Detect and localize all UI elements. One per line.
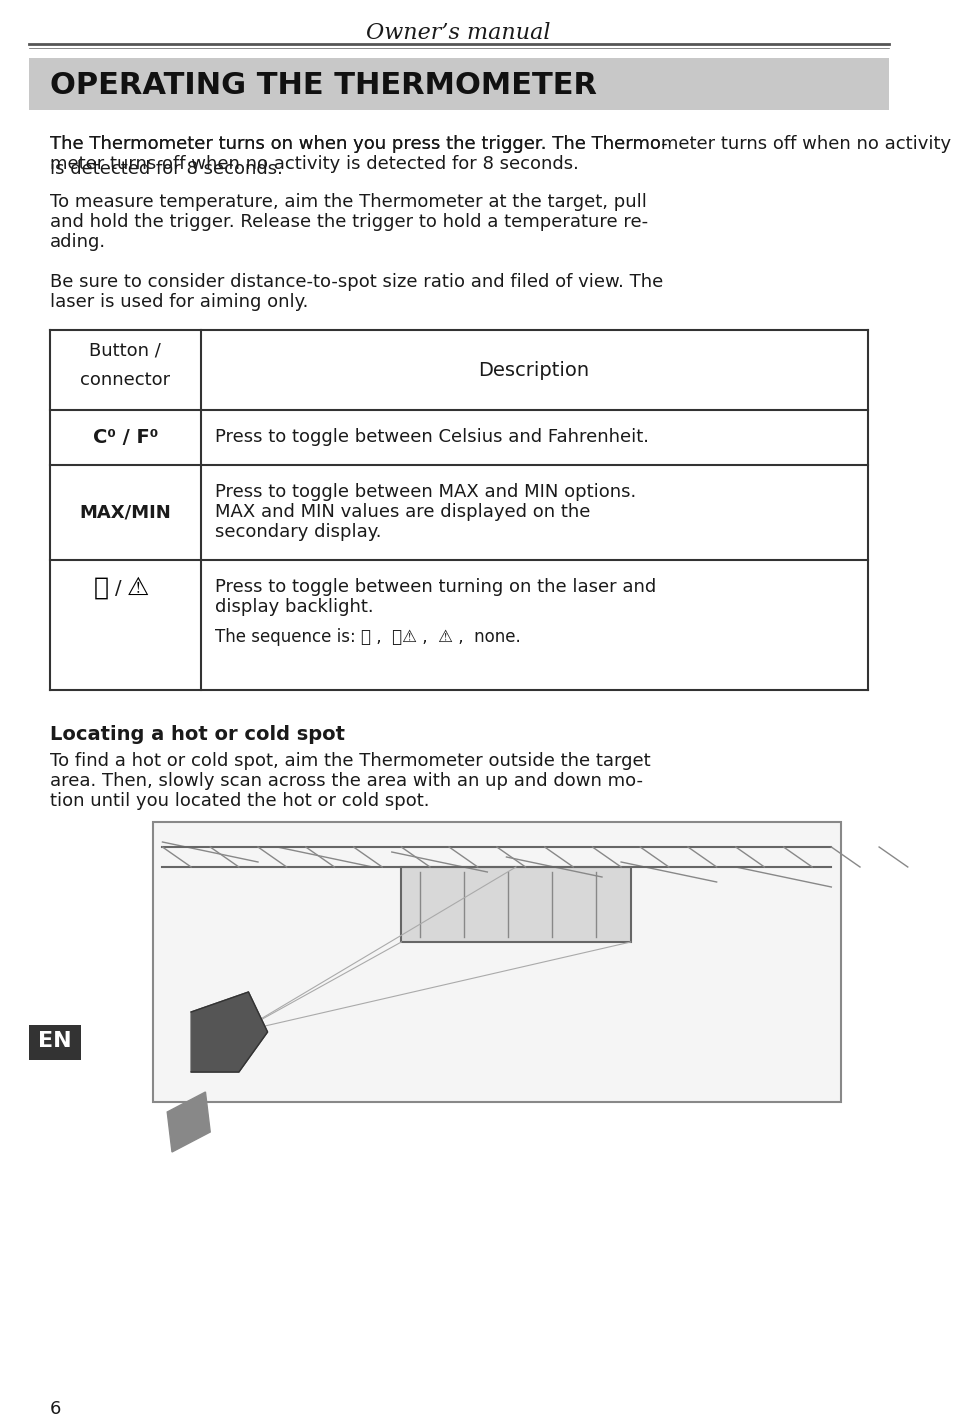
Text: Description: Description — [479, 361, 589, 379]
Text: display backlight.: display backlight. — [215, 597, 373, 616]
Text: Owner’s manual: Owner’s manual — [367, 21, 551, 44]
Bar — [401, 867, 631, 943]
Text: The sequence is: 💡 ,  💡⚠ ,  ⚠ ,  none.: The sequence is: 💡 , 💡⚠ , ⚠ , none. — [215, 627, 520, 646]
FancyBboxPatch shape — [29, 58, 889, 110]
Text: Button /
connector: Button / connector — [80, 341, 170, 389]
FancyBboxPatch shape — [153, 821, 841, 1102]
Text: Press to toggle between turning on the laser and: Press to toggle between turning on the l… — [215, 578, 657, 596]
Text: EN: EN — [37, 1031, 71, 1051]
Text: C⁰ / F⁰: C⁰ / F⁰ — [92, 428, 157, 446]
Text: ⚠: ⚠ — [127, 576, 149, 600]
Polygon shape — [191, 992, 268, 1072]
Text: ading.: ading. — [50, 232, 106, 251]
Text: To find a hot or cold spot, aim the Thermometer outside the target: To find a hot or cold spot, aim the Ther… — [50, 752, 650, 770]
Text: 💡: 💡 — [94, 576, 108, 600]
Polygon shape — [167, 1092, 210, 1152]
Text: OPERATING THE THERMOMETER: OPERATING THE THERMOMETER — [50, 71, 597, 100]
Text: Be sure to consider distance-to-spot size ratio and filed of view. The: Be sure to consider distance-to-spot siz… — [50, 272, 663, 291]
Text: area. Then, slowly scan across the area with an up and down mo-: area. Then, slowly scan across the area … — [50, 771, 642, 790]
Text: Locating a hot or cold spot: Locating a hot or cold spot — [50, 724, 345, 744]
FancyBboxPatch shape — [29, 1025, 82, 1060]
Text: and hold the trigger. Release the trigger to hold a temperature re-: and hold the trigger. Release the trigge… — [50, 212, 648, 231]
Text: tion until you located the hot or cold spot.: tion until you located the hot or cold s… — [50, 791, 429, 810]
Text: /: / — [115, 579, 122, 597]
Text: The Thermometer turns on when you press the trigger. The Thermo-: The Thermometer turns on when you press … — [50, 135, 667, 153]
Text: secondary display.: secondary display. — [215, 523, 381, 540]
Text: laser is used for aiming only.: laser is used for aiming only. — [50, 292, 308, 311]
Text: MAX and MIN values are displayed on the: MAX and MIN values are displayed on the — [215, 503, 590, 520]
Text: meter turns off when no activity is detected for 8 seconds.: meter turns off when no activity is dete… — [50, 155, 579, 173]
Text: Press to toggle between MAX and MIN options.: Press to toggle between MAX and MIN opti… — [215, 483, 636, 501]
Text: The Thermometer turns on when you press the trigger. The Thermometer turns off w: The Thermometer turns on when you press … — [50, 135, 950, 178]
Text: MAX/MIN: MAX/MIN — [80, 503, 171, 522]
Text: Press to toggle between Celsius and Fahrenheit.: Press to toggle between Celsius and Fahr… — [215, 428, 649, 446]
Text: To measure temperature, aim the Thermometer at the target, pull: To measure temperature, aim the Thermome… — [50, 193, 647, 211]
Text: 6: 6 — [50, 1400, 61, 1417]
